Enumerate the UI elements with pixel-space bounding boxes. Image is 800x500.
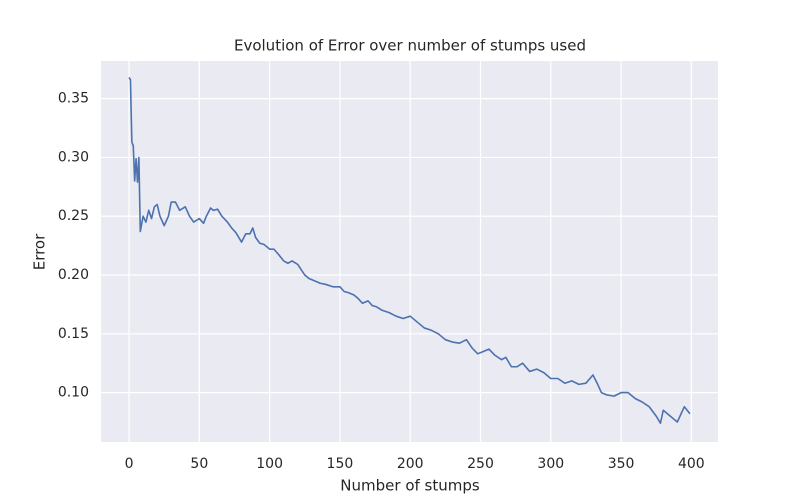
- y-tick-label: 0.25: [58, 208, 89, 224]
- y-tick-label: 0.10: [58, 385, 89, 401]
- x-axis-label: Number of stumps: [340, 477, 480, 495]
- y-tick-label: 0.35: [58, 91, 89, 107]
- x-tick-label: 250: [467, 456, 494, 472]
- y-axis-label: Error: [31, 233, 49, 270]
- line-series: [128, 77, 691, 424]
- x-tick-label: 150: [327, 456, 354, 472]
- chart-title: Evolution of Error over number of stumps…: [234, 37, 586, 55]
- y-tick-label: 0.30: [58, 149, 89, 165]
- x-tick-label: 50: [190, 456, 208, 472]
- x-tick-label: 0: [125, 456, 134, 472]
- x-tick-label: 200: [397, 456, 424, 472]
- y-tick-label: 0.20: [58, 267, 89, 283]
- y-tick-label: 0.15: [58, 326, 89, 342]
- x-tick-label: 350: [608, 456, 635, 472]
- x-tick-label: 300: [537, 456, 564, 472]
- x-tick-label: 100: [256, 456, 283, 472]
- plot-area: [101, 61, 718, 442]
- x-tick-label: 400: [678, 456, 705, 472]
